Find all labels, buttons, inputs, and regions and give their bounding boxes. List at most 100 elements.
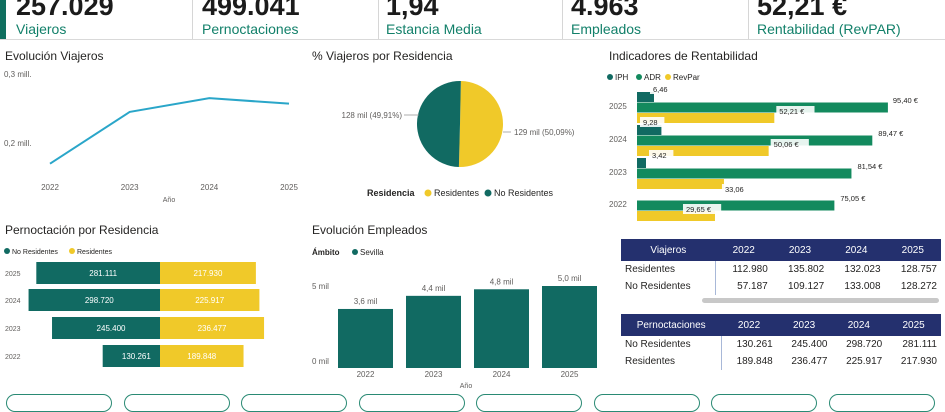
pie-legend-item: Residentes bbox=[434, 188, 480, 198]
table-header-year[interactable]: 2025 bbox=[886, 314, 941, 336]
data-label: 189.848 bbox=[187, 352, 216, 361]
residencia-pie-title: % Viajeros por Residencia bbox=[312, 49, 453, 63]
y-tick-label: 0 mil bbox=[312, 357, 329, 366]
data-label-group: 9,28 bbox=[640, 117, 665, 127]
kpi-divider bbox=[192, 0, 193, 40]
nav-button[interactable] bbox=[711, 394, 817, 412]
data-label-bg bbox=[854, 161, 893, 171]
data-label: 281.111 bbox=[89, 269, 117, 278]
data-label-group: 75,05 € bbox=[837, 193, 876, 203]
y-tick-label: 2023 bbox=[609, 168, 627, 177]
table-header-row: Viajeros 2022 2023 2024 2025 bbox=[621, 239, 941, 261]
viajeros-table: Viajeros 2022 2023 2024 2025 Residentes 112.9… bbox=[621, 239, 941, 295]
kpi-underline bbox=[0, 39, 945, 40]
pernoctaciones-table: Pernoctaciones 2022 2023 2024 2025 No Reside… bbox=[621, 314, 941, 370]
data-label: 298.720 bbox=[85, 296, 114, 305]
nav-button[interactable] bbox=[124, 394, 230, 412]
x-tick-label: 2025 bbox=[280, 183, 298, 192]
y-tick-label: 2025 bbox=[609, 102, 627, 111]
legend-item: No Residentes bbox=[12, 249, 58, 256]
data-label-group: 52,21 € bbox=[776, 106, 815, 116]
pernoctacion-chart-title: Pernoctación por Residencia bbox=[5, 223, 159, 237]
table-cell: 112.980 bbox=[715, 261, 772, 278]
nav-button[interactable] bbox=[6, 394, 112, 412]
table-cell: 298.720 bbox=[846, 339, 883, 350]
bar-adr bbox=[637, 135, 873, 146]
table-header-year[interactable]: 2023 bbox=[771, 239, 829, 261]
nav-button[interactable] bbox=[359, 394, 465, 412]
legend-marker bbox=[4, 248, 10, 254]
pie-legend-title: Residencia bbox=[367, 188, 416, 198]
y-tick-label: 0,3 mill. bbox=[4, 70, 32, 79]
table-cell: 109.127 bbox=[788, 281, 825, 292]
data-label: 4,8 mil bbox=[490, 277, 514, 286]
empleados-chart-title: Evolución Empleados bbox=[312, 223, 428, 237]
data-label: 89,47 € bbox=[878, 129, 904, 138]
y-tick-label: 0,2 mill. bbox=[4, 139, 32, 148]
y-tick-label: 2025 bbox=[5, 271, 21, 278]
kpi-value: 257.029 bbox=[16, 0, 114, 21]
nav-button[interactable] bbox=[594, 394, 700, 412]
nav-button[interactable] bbox=[829, 394, 935, 412]
table-cell: 217.930 bbox=[900, 356, 937, 367]
bar-iph bbox=[637, 92, 654, 102]
data-label: 33,06 bbox=[725, 185, 744, 194]
data-label: 3,42 bbox=[652, 151, 667, 160]
table-cell: 236.477 bbox=[791, 356, 828, 367]
legend-marker bbox=[665, 74, 671, 80]
legend-marker bbox=[484, 189, 492, 197]
bar-revpar bbox=[637, 211, 715, 221]
kpi-label: Empleados bbox=[571, 21, 642, 37]
data-label-bg bbox=[889, 95, 929, 105]
table-cell: 135.802 bbox=[788, 264, 825, 275]
viajeros-chart-title: Evolución Viajeros bbox=[5, 49, 104, 63]
table-header-label[interactable]: Viajeros bbox=[621, 239, 716, 261]
nav-button[interactable] bbox=[241, 394, 347, 412]
legend-item: ADR bbox=[644, 73, 661, 82]
data-label-bg bbox=[721, 184, 751, 194]
y-tick-label: 5 mil bbox=[312, 282, 329, 291]
legend-marker bbox=[607, 74, 613, 80]
rentabilidad-chart-title: Indicadores de Rentabilidad bbox=[609, 49, 758, 63]
table-header-year[interactable]: 2022 bbox=[715, 239, 772, 261]
table-scrollbar[interactable] bbox=[702, 298, 939, 303]
kpi-value: 52,21 € bbox=[757, 0, 848, 21]
data-label: 29,65 € bbox=[686, 205, 712, 214]
table-row: No Residentes 57.187 109.127 133.008 128.272 bbox=[621, 278, 941, 295]
kpi-label: Viajeros bbox=[16, 21, 67, 37]
bar-adr bbox=[637, 200, 835, 211]
data-label-group: 50,06 € bbox=[770, 139, 809, 149]
legend-title: Ámbito bbox=[312, 248, 340, 257]
data-label-bg bbox=[649, 150, 674, 160]
bar-residentes bbox=[160, 345, 244, 367]
data-label-bg bbox=[770, 139, 809, 149]
table-row: Residentes 189.848 236.477 225.917 217.930 bbox=[621, 353, 941, 370]
nav-button[interactable] bbox=[476, 394, 582, 412]
x-tick-label: 2022 bbox=[357, 370, 375, 379]
y-tick-label: 2023 bbox=[5, 326, 21, 333]
table-row: No Residentes 130.261 245.400 298.720 281.11… bbox=[621, 336, 941, 353]
bar-no-residentes bbox=[36, 262, 161, 284]
table-row-label: Residentes bbox=[625, 356, 676, 367]
table-header-year[interactable]: 2024 bbox=[831, 314, 887, 336]
table-cell: 133.008 bbox=[844, 281, 881, 292]
data-label: 50,06 € bbox=[774, 140, 800, 149]
bar-revpar bbox=[637, 146, 769, 156]
rentabilidad-bar-chart: IPH ADR RevPar 2025 2024 2023 2022 6,46 95,40 € 5… bbox=[607, 73, 929, 221]
bar-revpar bbox=[637, 113, 775, 123]
legend-marker bbox=[424, 189, 432, 197]
bar-empleados bbox=[338, 308, 393, 368]
data-label-bg bbox=[682, 204, 722, 214]
kpi-value: 1,94 bbox=[386, 0, 439, 21]
table-header-year[interactable]: 2022 bbox=[721, 314, 777, 336]
table-header-year[interactable]: 2025 bbox=[884, 239, 941, 261]
data-label: 225.917 bbox=[195, 296, 224, 305]
table-header-year[interactable]: 2023 bbox=[776, 314, 832, 336]
bar-residentes bbox=[160, 317, 265, 339]
table-header-year[interactable]: 2024 bbox=[828, 239, 885, 261]
table-cell: 281.111 bbox=[902, 339, 937, 350]
table-header-label[interactable]: Pernoctaciones bbox=[621, 314, 722, 336]
bar-no-residentes bbox=[102, 345, 160, 367]
bar-adr bbox=[637, 102, 888, 113]
table-cell: 245.400 bbox=[791, 339, 828, 350]
